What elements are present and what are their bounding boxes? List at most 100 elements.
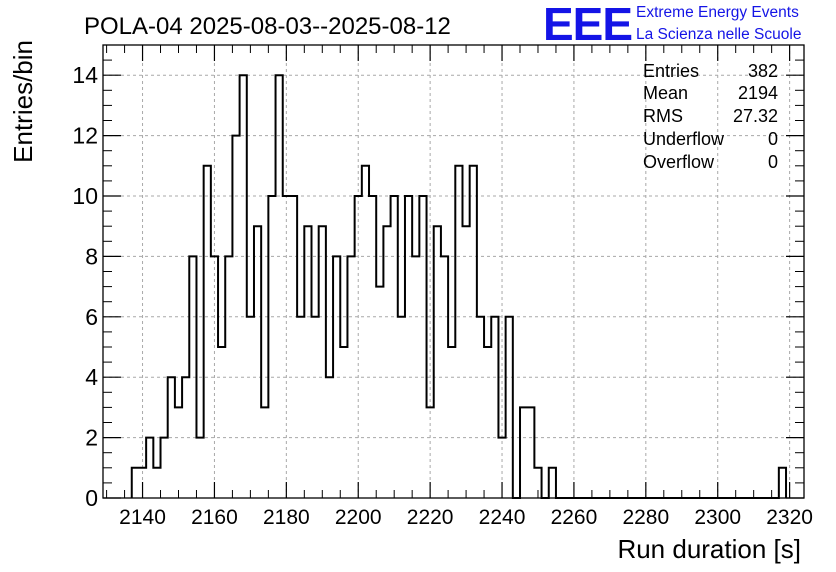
- histogram-bin: [398, 317, 405, 498]
- histogram-bin: [549, 468, 556, 498]
- histogram-bin: [491, 317, 498, 498]
- histogram-bin: [232, 136, 239, 498]
- y-tick-label: 14: [72, 62, 98, 88]
- stats-overflow-value: 0: [768, 152, 778, 172]
- histogram-bin: [261, 407, 268, 498]
- histogram-bin: [189, 256, 196, 498]
- histogram-bin: [211, 256, 218, 498]
- y-tick-label: 4: [85, 364, 98, 390]
- histogram-bin: [132, 468, 139, 498]
- histogram-bin: [779, 468, 786, 498]
- histogram-bin: [405, 196, 412, 498]
- x-tick-label: 2240: [479, 506, 526, 529]
- stats-rms-label: RMS: [643, 106, 683, 126]
- histogram-bin: [441, 256, 448, 498]
- x-tick-label: 2280: [622, 506, 669, 529]
- histogram-bin: [240, 75, 247, 498]
- histogram-bin: [319, 226, 326, 498]
- stats-box: Entries 382 Mean 2194 RMS 27.32 Underflo…: [643, 61, 778, 172]
- histogram-bin: [182, 377, 189, 498]
- histogram-bin: [196, 438, 203, 498]
- histogram-bin: [225, 256, 232, 498]
- histogram-bin: [161, 438, 168, 498]
- x-tick-label: 2140: [119, 506, 166, 529]
- stats-underflow-label: Underflow: [643, 129, 725, 149]
- histogram-bin: [254, 226, 261, 498]
- eee-logo: EEE: [543, 0, 632, 50]
- histogram-bin: [168, 377, 175, 498]
- histogram-bin: [347, 256, 354, 498]
- histogram-bin: [520, 407, 527, 498]
- histogram-bin: [153, 468, 160, 498]
- histogram-bin: [340, 347, 347, 498]
- histogram-bin: [204, 166, 211, 498]
- histogram-bin: [383, 226, 390, 498]
- histogram-bin: [376, 287, 383, 498]
- minor-ticks: [103, 45, 804, 498]
- histogram-bin: [391, 196, 398, 498]
- histogram-bin: [470, 166, 477, 498]
- histogram-bin: [268, 196, 275, 498]
- histogram-bin: [477, 317, 484, 498]
- logo-subtitle-1: Extreme Energy Events: [636, 4, 799, 21]
- histogram-bin: [283, 196, 290, 498]
- histogram-bin: [419, 196, 426, 498]
- x-tick-label: 2220: [407, 506, 454, 529]
- histogram-bin: [506, 317, 513, 498]
- stats-entries-label: Entries: [643, 61, 699, 81]
- histogram-bin: [462, 226, 469, 498]
- histogram-bin: [448, 347, 455, 498]
- grid-lines: [103, 45, 804, 498]
- histogram-bin: [247, 317, 254, 498]
- y-tick-label: 12: [72, 123, 98, 149]
- y-tick-labels: 0 2 4 6 8 10 12 14: [72, 62, 98, 511]
- histogram-bin: [455, 166, 462, 498]
- stats-mean-label: Mean: [643, 83, 688, 103]
- plot-frame: [102, 44, 805, 499]
- histogram-bin: [146, 438, 153, 498]
- histogram-bin: [218, 347, 225, 498]
- histogram-bin: [427, 407, 434, 498]
- histogram-bin: [297, 317, 304, 498]
- histogram-bin: [434, 226, 441, 498]
- histogram-bin: [355, 196, 362, 498]
- stats-overflow-label: Overflow: [643, 152, 715, 172]
- stats-mean-value: 2194: [738, 83, 778, 103]
- y-tick-label: 10: [72, 183, 98, 209]
- histogram-bin: [412, 256, 419, 498]
- y-tick-label: 2: [85, 425, 98, 451]
- histogram-bin: [498, 438, 505, 498]
- histogram-bin: [276, 75, 283, 498]
- histogram-bin: [333, 256, 340, 498]
- y-tick-label: 6: [85, 304, 98, 330]
- y-axis-label: Entries/bin: [8, 40, 38, 163]
- x-tick-label: 2200: [335, 506, 382, 529]
- major-ticks: [103, 45, 804, 499]
- histogram-bin: [362, 166, 369, 498]
- histogram-bin: [290, 196, 297, 498]
- x-tick-label: 2180: [263, 506, 310, 529]
- logo-subtitle-2: La Scienza nelle Scuole: [636, 26, 801, 43]
- histogram-bin: [312, 317, 319, 498]
- x-tick-label: 2260: [551, 506, 598, 529]
- x-tick-labels: 2140 2160 2180 2200 2220 2240 2260 2280 2300 2320: [119, 506, 813, 529]
- x-tick-label: 2160: [191, 506, 238, 529]
- histogram-bin: [527, 407, 534, 498]
- stats-underflow-value: 0: [768, 129, 778, 149]
- stats-entries-value: 382: [748, 61, 778, 81]
- histogram-bin: [484, 347, 491, 498]
- histogram-bin: [369, 196, 376, 498]
- y-tick-label: 8: [85, 243, 98, 269]
- stats-rms-value: 27.32: [733, 106, 778, 126]
- histogram-bin: [139, 468, 146, 498]
- histogram-bin: [326, 377, 333, 498]
- histogram-bin: [534, 468, 541, 498]
- x-tick-label: 2320: [766, 506, 813, 529]
- histogram-bin: [175, 407, 182, 498]
- x-tick-label: 2300: [694, 506, 741, 529]
- histogram-bin: [304, 226, 311, 498]
- y-tick-label: 0: [85, 485, 98, 511]
- chart-title: POLA-04 2025-08-03--2025-08-12: [84, 13, 451, 40]
- x-axis-label: Run duration [s]: [617, 534, 801, 564]
